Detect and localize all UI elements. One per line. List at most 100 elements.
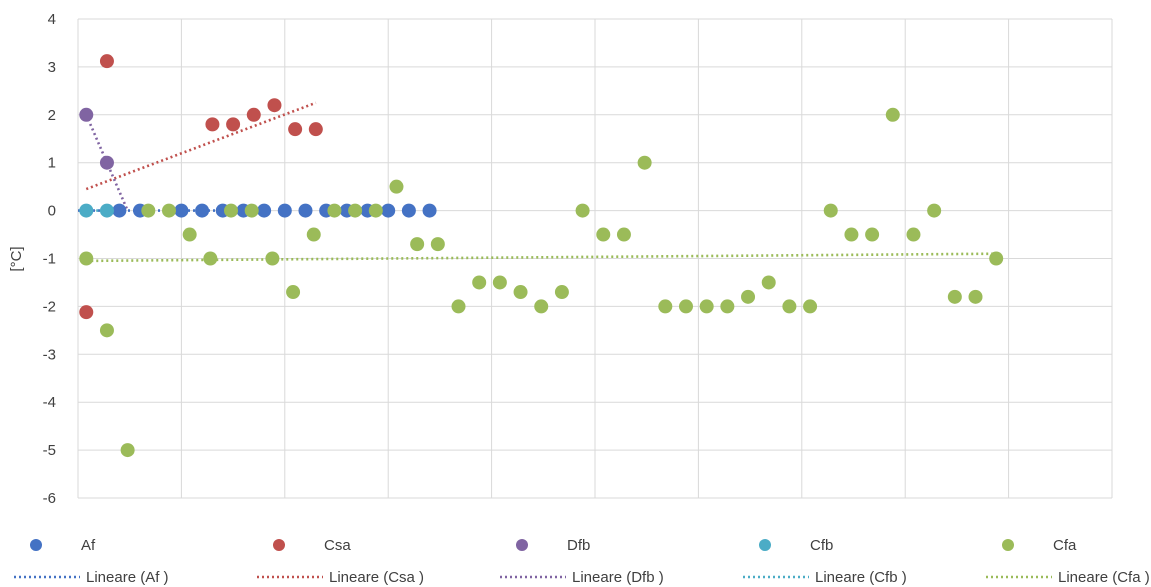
point-cfa bbox=[658, 299, 673, 314]
legend-trend-label-af: Lineare (Af ) bbox=[86, 569, 169, 586]
point-cfa bbox=[575, 203, 590, 218]
point-cfa bbox=[265, 251, 280, 266]
point-af bbox=[112, 203, 127, 218]
point-cfa bbox=[927, 203, 942, 218]
point-af bbox=[257, 203, 272, 218]
point-cfa bbox=[120, 443, 135, 458]
y-tick-label: 2 bbox=[48, 107, 56, 124]
trendline-cfa bbox=[86, 252, 997, 263]
legend-label-af: Af bbox=[81, 537, 96, 554]
point-cfa bbox=[741, 289, 756, 304]
point-cfa bbox=[596, 227, 611, 242]
point-cfa bbox=[554, 285, 569, 300]
legend-label-cfb: Cfb bbox=[810, 537, 833, 554]
y-tick-label: -5 bbox=[43, 442, 56, 459]
point-csa bbox=[288, 122, 303, 137]
point-af bbox=[174, 203, 189, 218]
legend: Af Lineare (Af ) Csa Lineare (Csa ) Dfb Linea… bbox=[14, 537, 1150, 586]
point-cfa bbox=[803, 299, 818, 314]
legend-marker-cfb bbox=[759, 539, 771, 551]
point-csa bbox=[308, 122, 323, 137]
trendline-csa bbox=[85, 101, 317, 191]
legend-label-csa: Csa bbox=[324, 537, 351, 554]
point-cfa bbox=[989, 251, 1004, 266]
point-af bbox=[298, 203, 313, 218]
legend-trend-label-cfa: Lineare (Cfa ) bbox=[1058, 569, 1150, 586]
legend-trend-label-csa: Lineare (Csa ) bbox=[329, 569, 424, 586]
point-cfa bbox=[244, 203, 259, 218]
point-cfb bbox=[79, 203, 94, 218]
point-cfa bbox=[906, 227, 921, 242]
point-cfa bbox=[182, 227, 197, 242]
point-cfa bbox=[368, 203, 383, 218]
point-dfb bbox=[99, 155, 114, 170]
point-cfa bbox=[389, 179, 404, 194]
point-af bbox=[381, 203, 396, 218]
point-cfa bbox=[513, 285, 528, 300]
point-csa bbox=[246, 107, 261, 122]
y-tick-label: 1 bbox=[48, 155, 56, 172]
point-cfa bbox=[534, 299, 549, 314]
point-dfb bbox=[79, 107, 94, 122]
point-cfa bbox=[472, 275, 487, 290]
y-axis-ticks: 4 3 2 1 0 -1 -2 -3 -4 -5 -6 bbox=[43, 11, 56, 507]
legend-marker-cfa bbox=[1002, 539, 1014, 551]
point-cfa bbox=[865, 227, 880, 242]
point-cfa bbox=[430, 237, 445, 252]
point-af bbox=[422, 203, 437, 218]
point-cfa bbox=[637, 155, 652, 170]
point-cfb bbox=[99, 203, 114, 218]
point-cfa bbox=[141, 203, 156, 218]
point-cfa bbox=[224, 203, 239, 218]
point-cfa bbox=[616, 227, 631, 242]
y-tick-label: 3 bbox=[48, 59, 56, 76]
point-cfa bbox=[947, 289, 962, 304]
point-csa bbox=[99, 54, 114, 69]
point-cfa bbox=[761, 275, 776, 290]
point-cfa bbox=[844, 227, 859, 242]
point-cfa bbox=[678, 299, 693, 314]
point-cfa bbox=[451, 299, 466, 314]
point-cfa bbox=[720, 299, 735, 314]
point-csa bbox=[79, 305, 94, 320]
y-axis-label: [°C] bbox=[8, 246, 25, 271]
point-cfa bbox=[99, 323, 114, 338]
y-tick-label: -2 bbox=[43, 298, 56, 315]
y-tick-label: -3 bbox=[43, 346, 56, 363]
point-cfa bbox=[782, 299, 797, 314]
y-tick-label: 0 bbox=[48, 203, 56, 220]
point-cfa bbox=[699, 299, 714, 314]
legend-marker-af bbox=[30, 539, 42, 551]
point-cfa bbox=[410, 237, 425, 252]
y-tick-label: -1 bbox=[43, 251, 56, 268]
point-cfa bbox=[492, 275, 507, 290]
legend-marker-dfb bbox=[516, 539, 528, 551]
point-cfa bbox=[885, 107, 900, 122]
y-tick-label: 4 bbox=[48, 11, 56, 28]
point-csa bbox=[205, 117, 220, 132]
legend-label-dfb: Dfb bbox=[567, 537, 590, 554]
point-af bbox=[195, 203, 210, 218]
data-points bbox=[79, 54, 1004, 458]
point-af bbox=[401, 203, 416, 218]
y-tick-label: -4 bbox=[43, 394, 56, 411]
point-cfa bbox=[327, 203, 342, 218]
legend-trend-label-cfb: Lineare (Cfb ) bbox=[815, 569, 907, 586]
point-cfa bbox=[348, 203, 363, 218]
legend-trend-label-dfb: Lineare (Dfb ) bbox=[572, 569, 664, 586]
point-cfa bbox=[306, 227, 321, 242]
point-cfa bbox=[203, 251, 218, 266]
point-af bbox=[277, 203, 292, 218]
point-cfa bbox=[161, 203, 176, 218]
y-tick-label: -6 bbox=[43, 490, 56, 507]
point-csa bbox=[226, 117, 241, 132]
point-cfa bbox=[823, 203, 838, 218]
point-cfa bbox=[286, 285, 301, 300]
trendline-dfb bbox=[85, 114, 129, 212]
legend-label-cfa: Cfa bbox=[1053, 537, 1077, 554]
point-cfa bbox=[79, 251, 94, 266]
point-csa bbox=[267, 98, 282, 113]
point-cfa bbox=[968, 289, 983, 304]
legend-marker-csa bbox=[273, 539, 285, 551]
